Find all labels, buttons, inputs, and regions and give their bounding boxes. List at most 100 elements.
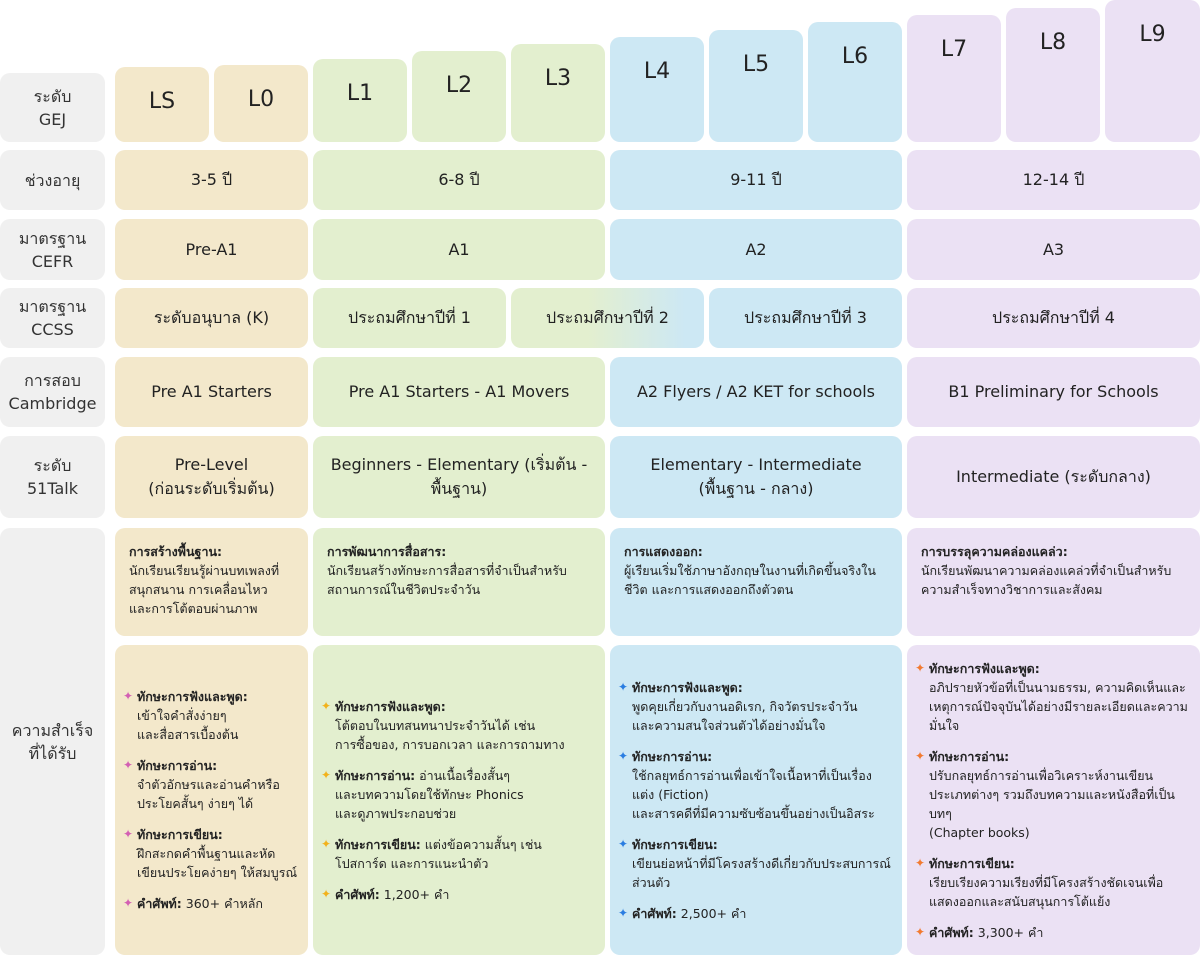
talk-cell: Beginners - Elementary (เริ่มต้น - พื้นฐ… bbox=[313, 436, 605, 518]
sparkle-icon: ✦ bbox=[915, 855, 926, 870]
sparkle-icon: ✦ bbox=[123, 896, 134, 910]
skills-card: ✦ ทักษะการฟังและพูด: พูดคุยเกี่ยวกับงานอด… bbox=[610, 645, 902, 955]
row-label-cefr: มาตรฐาน CEFR bbox=[0, 219, 105, 280]
ccss-cell: ประถมศึกษาปีที่ 2 bbox=[511, 288, 704, 348]
row-label-cefr-text: มาตรฐาน CEFR bbox=[18, 228, 87, 271]
skill-key: ทักษะการฟังและพูด: bbox=[929, 660, 1040, 676]
sparkle-icon: ✦ bbox=[123, 827, 134, 841]
summary-text: ผู้เรียนเริ่มใช้ภาษาอังกฤษในงานที่เกิดขึ… bbox=[624, 563, 876, 597]
talk-cell: Pre-Level (ก่อนระดับเริ่มต้น) bbox=[115, 436, 308, 518]
level-l8-text: L8 bbox=[1039, 30, 1067, 55]
sparkle-icon: ✦ bbox=[321, 886, 332, 901]
skills-card: ✦ ทักษะการฟังและพูด: อภิปรายหัวข้อที่เป็น… bbox=[907, 645, 1200, 955]
skill-value: เรียบเรียงความเรียงที่มีโครงสร้างชัดเจนเ… bbox=[929, 874, 1164, 909]
level-l9-text: L9 bbox=[1139, 22, 1166, 47]
summary-title: การบรรลุความคล่องแคล่ว: bbox=[921, 544, 1068, 559]
skill-item: ✦ ทักษะการฟังและพูด: เข้าใจคำสั่งง่ายๆ แล… bbox=[123, 687, 300, 744]
sparkle-icon: ✦ bbox=[123, 689, 134, 703]
sparkle-icon: ✦ bbox=[618, 748, 629, 763]
summary-text: นักเรียนพัฒนาความคล่องแคล่วที่จำเป็นสำหร… bbox=[921, 563, 1172, 597]
skill-key: คำศัพท์: bbox=[137, 896, 182, 911]
skill-item: ✦ ทักษะการอ่าน: อ่านเนื้อเรื่องสั้นๆ และบ… bbox=[321, 766, 565, 823]
cambridge-cell: A2 Flyers / A2 KET for schools bbox=[610, 357, 902, 427]
summary-text: นักเรียนเรียนรู้ผ่านบทเพลงที่สนุกสนาน กา… bbox=[129, 563, 280, 616]
cefr-cell: A2 bbox=[610, 219, 902, 280]
cefr-cell-text: Pre-A1 bbox=[185, 239, 238, 259]
row-label-cambridge: การสอบ Cambridge bbox=[0, 357, 105, 427]
skill-value: อ่านเนื้อเรื่องสั้นๆ และบทความโดยใช้ทักษ… bbox=[335, 767, 524, 821]
sparkle-icon: ✦ bbox=[618, 905, 629, 920]
level-l8: L8 bbox=[1006, 8, 1100, 142]
summary-title: การสร้างพื้นฐาน: bbox=[129, 544, 223, 559]
skill-item: ✦ ทักษะการเขียน: ฝึกสะกดคำพื้นฐานและหัดเข… bbox=[123, 825, 300, 882]
skills-list: ✦ ทักษะการฟังและพูด: พูดคุยเกี่ยวกับงานอด… bbox=[618, 678, 894, 923]
sparkle-icon: ✦ bbox=[321, 836, 332, 851]
skill-value: จำตัวอักษรและอ่านคำหรือประโยคสั้นๆ ง่ายๆ… bbox=[137, 777, 280, 811]
skills-card: ✦ ทักษะการฟังและพูด: เข้าใจคำสั่งง่ายๆ แล… bbox=[115, 645, 308, 955]
skill-item: ✦ คำศัพท์: 1,200+ คำ bbox=[321, 885, 565, 904]
skill-value: ใช้กลยุทธ์การอ่านเพื่อเข้าใจเนื้อหาที่เป… bbox=[632, 767, 875, 821]
row-label-talk-text: ระดับ 51Talk bbox=[27, 456, 78, 498]
skill-key: ทักษะการอ่าน: bbox=[632, 748, 713, 764]
skill-value: แต่งข้อความสั้นๆ เช่น โปสการ์ด และการแนะ… bbox=[335, 836, 542, 871]
summary-title: การแสดงออก: bbox=[624, 544, 703, 559]
skill-item: ✦ คำศัพท์: 2,500+ คำ bbox=[618, 904, 894, 923]
level-l6: L6 bbox=[808, 22, 902, 142]
row-label-age: ช่วงอายุ bbox=[0, 150, 105, 210]
ccss-cell: ประถมศึกษาปีที่ 4 bbox=[907, 288, 1200, 348]
cefr-cell: Pre-A1 bbox=[115, 219, 308, 280]
skill-key: ทักษะการอ่าน: bbox=[929, 748, 1010, 764]
skill-key: ทักษะการเขียน: bbox=[929, 855, 1015, 871]
skills-card: ✦ ทักษะการฟังและพูด: โต้ตอบในบทสนทนาประจำ… bbox=[313, 645, 605, 955]
level-l5: L5 bbox=[709, 30, 803, 142]
skill-item: ✦ ทักษะการเขียน: เรียบเรียงความเรียงที่มี… bbox=[915, 854, 1192, 911]
row-label-level-text: ระดับ GEJ bbox=[33, 86, 72, 129]
sparkle-icon: ✦ bbox=[321, 767, 332, 782]
age-cell-text: 6-8 ปี bbox=[438, 170, 480, 189]
skill-item: ✦ ทักษะการเขียน: แต่งข้อความสั้นๆ เช่น โป… bbox=[321, 835, 565, 873]
skill-value: โต้ตอบในบทสนทนาประจำวันได้ เช่น การซื้อข… bbox=[335, 717, 565, 752]
skill-key: ทักษะการฟังและพูด: bbox=[137, 689, 248, 704]
skill-key: ทักษะการฟังและพูด: bbox=[632, 679, 743, 695]
skill-value: 3,300+ คำ bbox=[973, 924, 1044, 940]
summary-text: นักเรียนสร้างทักษะการสื่อสารที่จำเป็นสำห… bbox=[327, 563, 567, 597]
skill-value: 360+ คำหลัก bbox=[181, 896, 263, 911]
level-l2-text: L2 bbox=[445, 73, 473, 98]
skill-key: ทักษะการเขียน: bbox=[137, 827, 223, 842]
skill-item: ✦ ทักษะการเขียน: เขียนย่อหน้าที่มีโครงสร้… bbox=[618, 835, 894, 892]
ccss-cell-text: ประถมศึกษาปีที่ 4 bbox=[992, 308, 1115, 327]
row-label-achievement: ความสำเร็จ ที่ได้รับ bbox=[0, 528, 105, 955]
level-l0: L0 bbox=[214, 65, 308, 142]
skill-key: ทักษะการอ่าน: bbox=[335, 767, 416, 783]
level-l5-text: L5 bbox=[742, 52, 770, 77]
ccss-cell-text: ระดับอนุบาล (K) bbox=[153, 308, 270, 327]
cambridge-cell-text: Pre A1 Starters - A1 Movers bbox=[348, 382, 570, 401]
talk-cell: Elementary - Intermediate (พื้นฐาน - กลา… bbox=[610, 436, 902, 518]
skill-value: 1,200+ คำ bbox=[379, 886, 450, 902]
skill-value: พูดคุยเกี่ยวกับงานอดิเรก, กิจวัตรประจำวั… bbox=[632, 698, 858, 733]
skill-key: ทักษะการเขียน: bbox=[632, 836, 718, 852]
row-label-ccss: มาตรฐาน CCSS bbox=[0, 288, 105, 348]
row-label-cambridge-text: การสอบ Cambridge bbox=[8, 371, 97, 413]
skill-item: ✦ คำศัพท์: 360+ คำหลัก bbox=[123, 894, 300, 913]
ccss-cell: ประถมศึกษาปีที่ 1 bbox=[313, 288, 506, 348]
age-cell: 12-14 ปี bbox=[907, 150, 1200, 210]
talk-cell-text: Intermediate (ระดับกลาง) bbox=[956, 467, 1151, 486]
age-cell: 3-5 ปี bbox=[115, 150, 308, 210]
skill-item: ✦ ทักษะการอ่าน: จำตัวอักษรและอ่านคำหรือปร… bbox=[123, 756, 300, 813]
talk-cell-text: Pre-Level (ก่อนระดับเริ่มต้น) bbox=[148, 455, 275, 498]
skill-value: ฝึกสะกดคำพื้นฐานและหัดเขียนประโยคง่ายๆ ใ… bbox=[137, 846, 298, 880]
age-cell: 6-8 ปี bbox=[313, 150, 605, 210]
skill-key: คำศัพท์: bbox=[632, 905, 677, 921]
skill-value: ปรับกลยุทธ์การอ่านเพื่อวิเคราะห์งานเขียน… bbox=[929, 767, 1175, 840]
skill-key: คำศัพท์: bbox=[335, 886, 380, 902]
summary-card: การพัฒนาการสื่อสาร: นักเรียนสร้างทักษะการ… bbox=[313, 528, 605, 636]
skill-item: ✦ ทักษะการอ่าน: ใช้กลยุทธ์การอ่านเพื่อเข้… bbox=[618, 747, 894, 823]
level-l1: L1 bbox=[313, 59, 407, 142]
age-cell-text: 3-5 ปี bbox=[190, 170, 233, 189]
row-label-achievement-text: ความสำเร็จ ที่ได้รับ bbox=[11, 720, 94, 763]
level-l3-text: L3 bbox=[544, 66, 572, 91]
level-l3: L3 bbox=[511, 44, 605, 142]
sparkle-icon: ✦ bbox=[915, 660, 926, 675]
cefr-cell-text: A1 bbox=[448, 239, 470, 259]
